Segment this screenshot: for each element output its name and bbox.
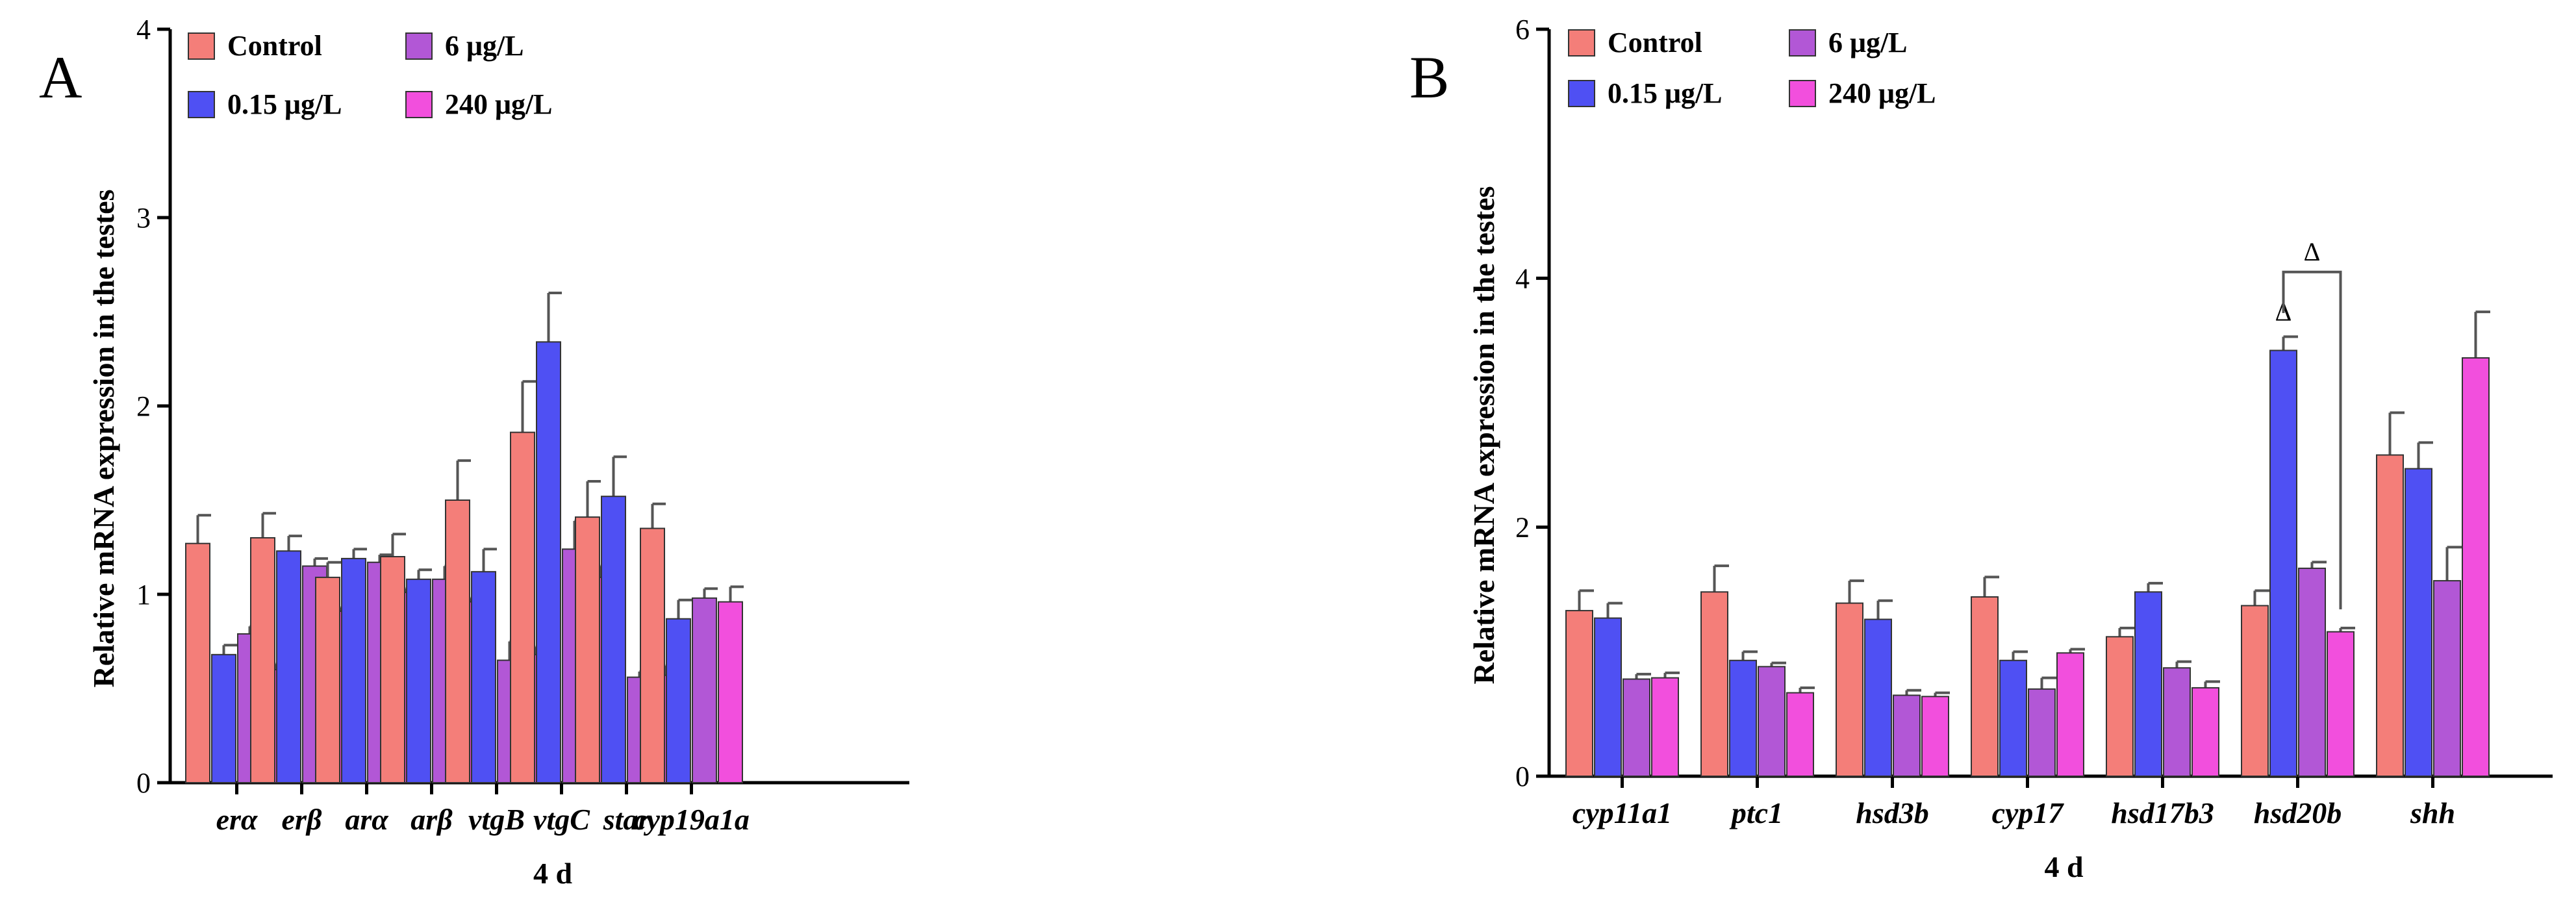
x-tick-label: cyp19a1a — [633, 803, 750, 836]
legend-swatch — [1568, 80, 1595, 107]
x-tick-label: hsd3b — [1856, 796, 1928, 829]
legend-label: 240 μg/L — [445, 88, 553, 120]
bar — [2106, 636, 2134, 777]
bar — [2163, 667, 2191, 777]
panel-label: B — [1409, 44, 1449, 110]
legend-label: 240 μg/L — [1828, 77, 1936, 109]
bar — [640, 527, 665, 783]
legend-swatch — [1789, 80, 1816, 107]
bar — [718, 601, 743, 783]
legend-label: 0.15 μg/L — [1608, 77, 1723, 109]
bar — [2269, 349, 2297, 777]
bar — [1623, 678, 1650, 777]
bar — [185, 542, 210, 783]
bar — [2327, 631, 2355, 777]
bar — [1565, 610, 1593, 777]
x-axis-label: 4 d — [533, 857, 573, 890]
y-tick-label: 2 — [136, 390, 151, 422]
bar — [1836, 602, 1863, 777]
bar — [2056, 652, 2084, 777]
bar — [2462, 357, 2490, 777]
y-tick-label: 0 — [1515, 761, 1530, 792]
bar — [445, 499, 470, 783]
bar — [1594, 617, 1622, 777]
x-tick-label: cyp11a1 — [1572, 796, 1672, 829]
bar — [575, 516, 600, 783]
bar — [2405, 468, 2432, 777]
legend-label: 6 μg/L — [445, 30, 524, 62]
bar — [1921, 696, 1949, 777]
bar — [692, 597, 717, 783]
bar — [276, 550, 301, 783]
bar — [380, 556, 405, 783]
bar — [211, 653, 236, 783]
bar — [1758, 666, 1786, 777]
y-tick-label: 4 — [1515, 262, 1530, 294]
x-tick-label: arα — [345, 803, 389, 836]
bar — [471, 571, 496, 783]
legend-swatch — [188, 91, 215, 118]
bar — [315, 576, 340, 784]
y-tick-label: 0 — [136, 767, 151, 799]
legend-swatch — [405, 32, 433, 60]
y-axis-label: Relative mRNA expression in the testes — [87, 190, 120, 688]
bar — [2191, 687, 2219, 777]
bar — [2241, 605, 2269, 777]
legend-label: 6 μg/L — [1828, 27, 1908, 58]
bar — [1999, 659, 2027, 777]
bar — [1786, 692, 1814, 777]
bar — [2134, 591, 2162, 777]
bar — [2298, 567, 2326, 777]
x-tick-label: shh — [2410, 796, 2455, 829]
x-tick-label: erα — [216, 803, 259, 836]
bar — [1651, 677, 1679, 777]
bar — [2433, 580, 2461, 777]
x-tick-label: hsd20b — [2254, 796, 2342, 829]
bar — [1700, 591, 1728, 777]
y-tick-label: 6 — [1515, 14, 1530, 45]
legend-swatch — [1568, 29, 1595, 57]
x-tick-label: hsd17b3 — [2111, 796, 2214, 829]
legend-swatch — [1789, 29, 1816, 57]
y-tick-label: 4 — [136, 14, 151, 45]
significance-marker: Δ — [2304, 237, 2321, 266]
y-axis-label: Relative mRNA expression in the testes — [1467, 186, 1500, 685]
bar — [1729, 659, 1757, 777]
x-tick-label: vtgC — [533, 803, 590, 836]
bar — [1971, 596, 1999, 777]
x-tick-label: erβ — [282, 803, 322, 836]
bar — [2028, 688, 2056, 777]
legend-label: 0.15 μg/L — [227, 88, 342, 120]
x-axis-label: 4 d — [2044, 850, 2084, 883]
bar — [250, 537, 275, 783]
bar — [666, 618, 691, 784]
significance-bracket — [2282, 270, 2342, 610]
y-tick-label: 2 — [1515, 512, 1530, 544]
legend-label: Control — [227, 30, 322, 62]
x-tick-label: arβ — [410, 803, 453, 836]
bar — [406, 578, 431, 783]
bar — [536, 341, 561, 783]
x-tick-label: vtgB — [468, 803, 525, 836]
legend-swatch — [405, 91, 433, 118]
bar — [1864, 618, 1892, 777]
legend-label: Control — [1608, 27, 1702, 58]
bar — [2376, 454, 2404, 777]
y-tick-label: 1 — [136, 579, 151, 611]
bar — [601, 496, 626, 783]
x-tick-label: star — [603, 803, 651, 836]
panel-label: A — [39, 44, 82, 110]
bar — [1893, 694, 1921, 777]
bar — [341, 557, 366, 784]
legend-swatch — [188, 32, 215, 60]
x-tick-label: cyp17 — [1992, 796, 2065, 829]
y-tick-label: 3 — [136, 202, 151, 234]
x-tick-label: ptc1 — [1729, 796, 1783, 829]
bar — [510, 431, 535, 783]
